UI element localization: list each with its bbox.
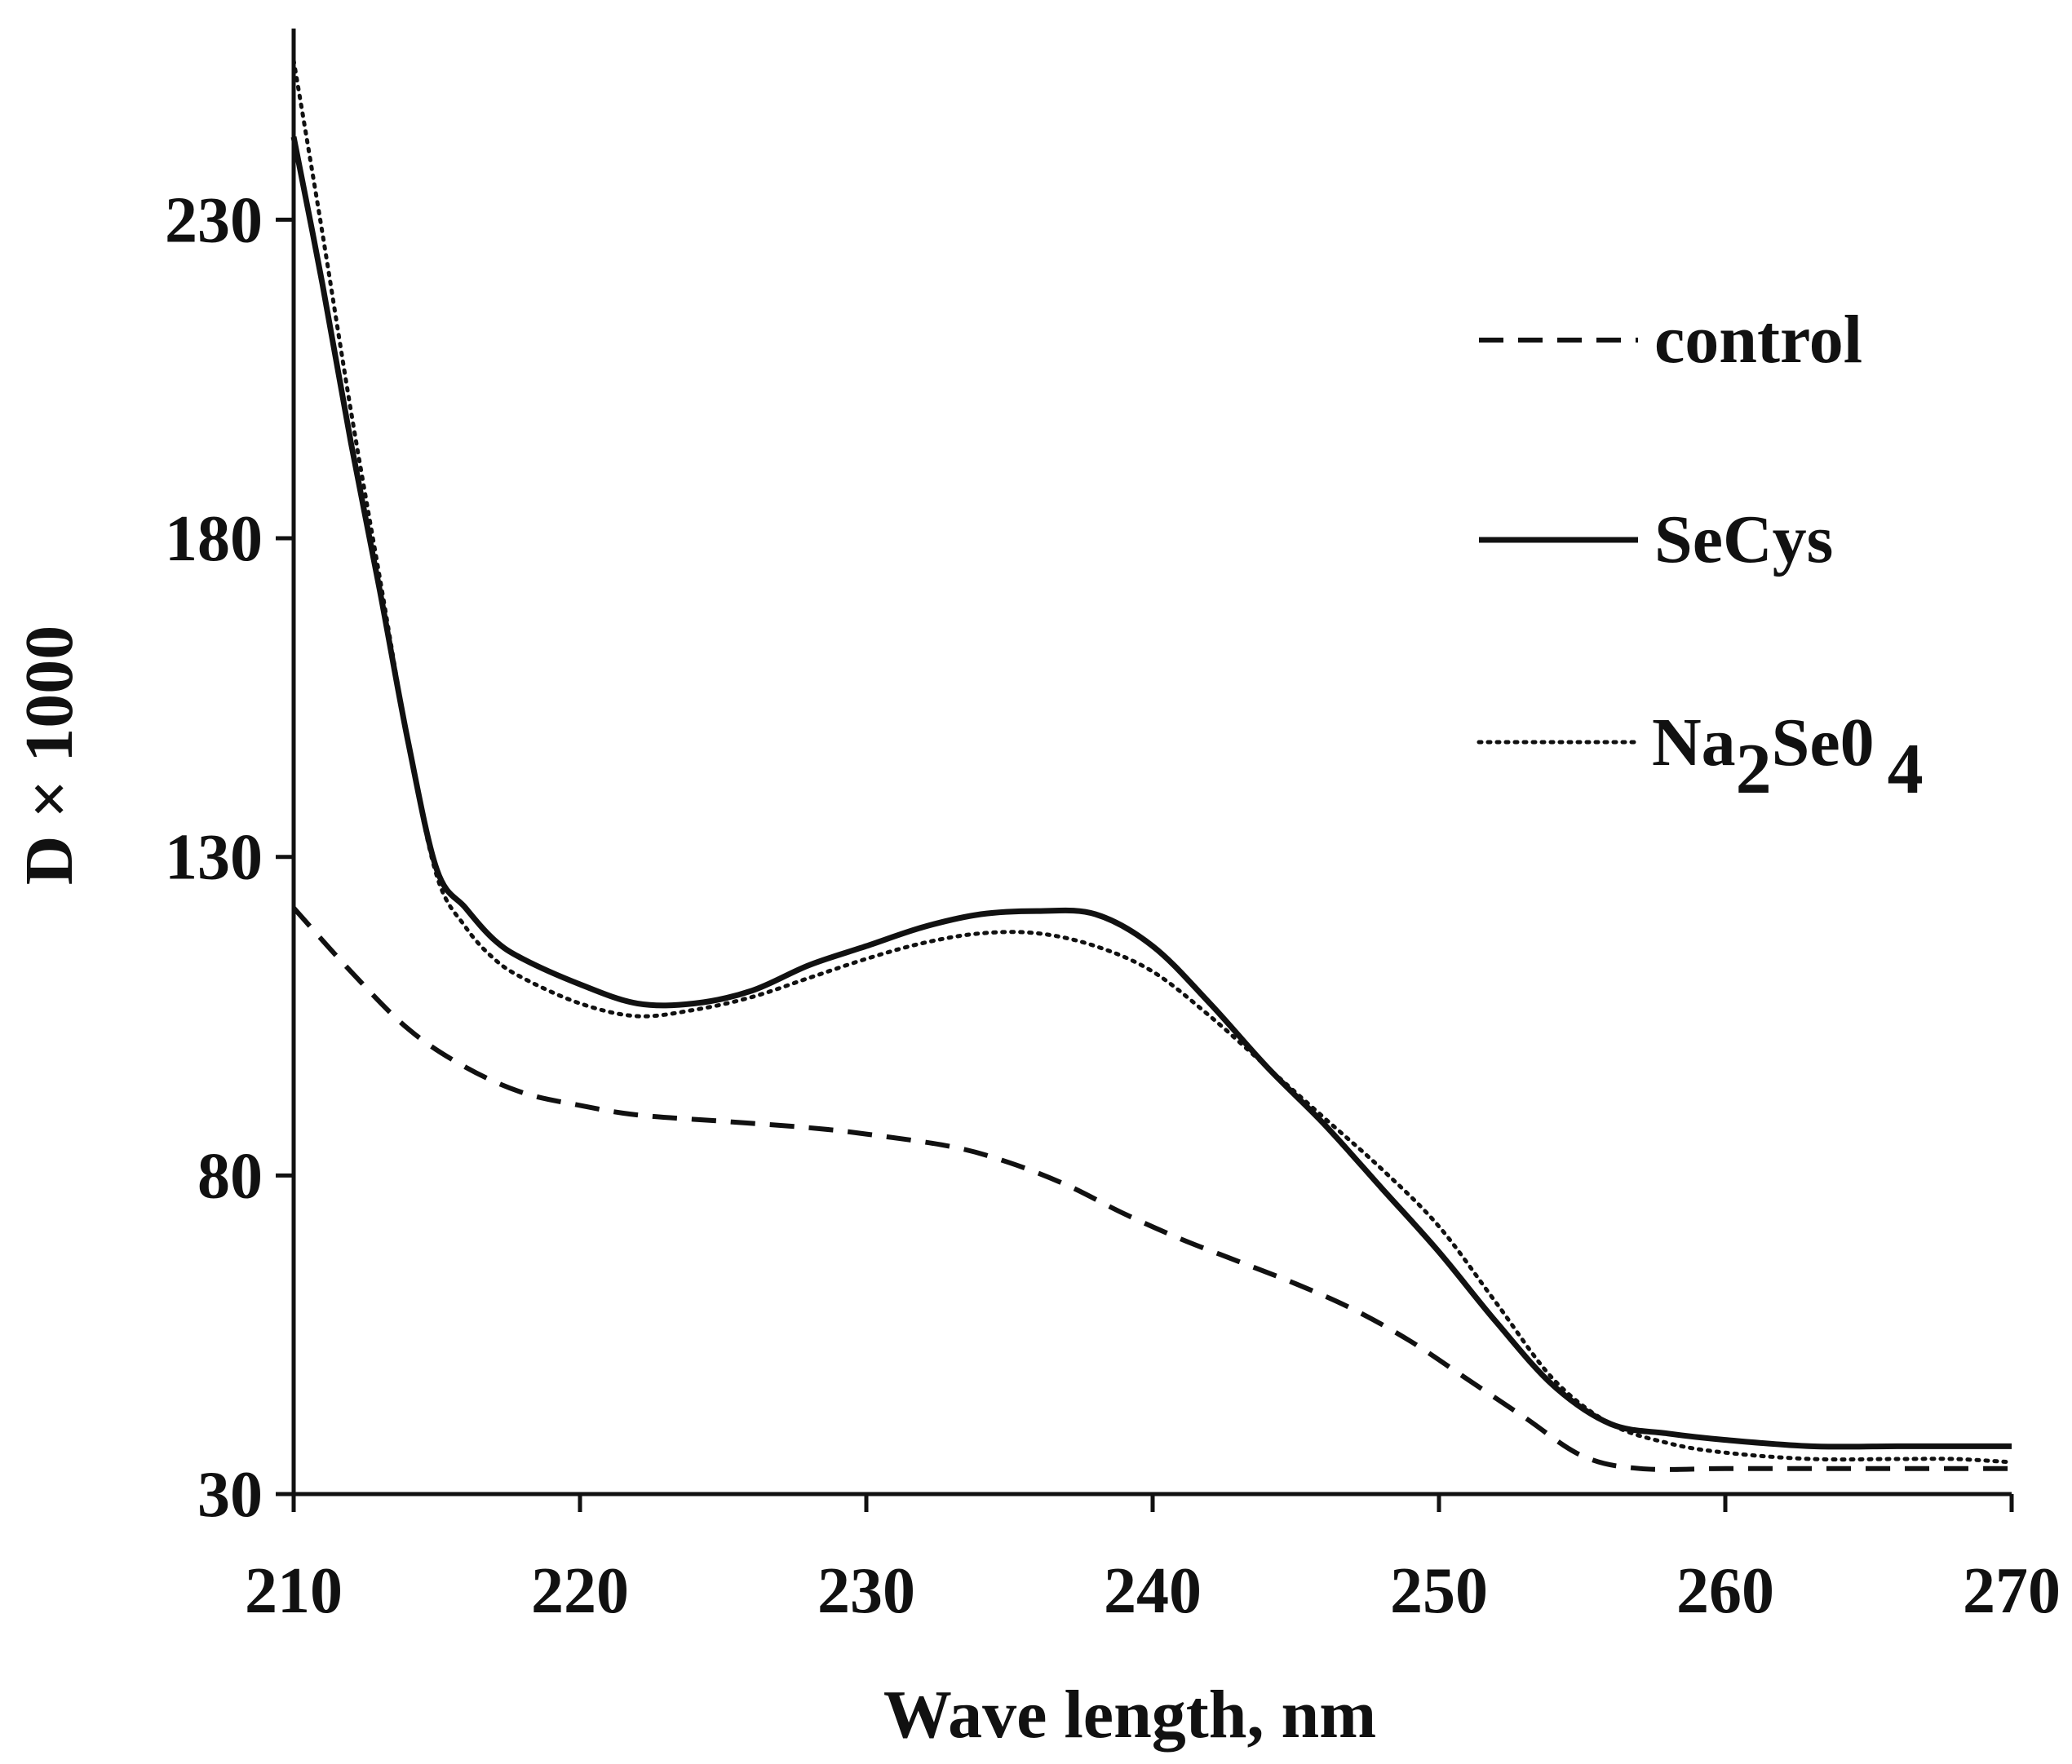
y-ticks: 30 80 130 180 230 bbox=[165, 184, 294, 1531]
y-tick-label: 180 bbox=[165, 503, 263, 575]
legend-label-na2seo4: Na2Se0 4 bbox=[1652, 705, 1924, 809]
legend: control SeCys Na2Se0 4 bbox=[1477, 302, 1924, 809]
x-tick-label: 250 bbox=[1390, 1555, 1488, 1627]
legend-na2seo4-mid: Se0 bbox=[1772, 705, 1875, 780]
legend-label-secys: SeCys bbox=[1654, 502, 1833, 577]
x-tick-label: 210 bbox=[245, 1555, 343, 1627]
series-layer bbox=[290, 58, 2014, 1472]
y-tick-label: 130 bbox=[165, 822, 263, 894]
legend-na2seo4-base: Na bbox=[1652, 705, 1736, 780]
y-tick-label: 30 bbox=[197, 1459, 263, 1531]
x-tick-label: 260 bbox=[1676, 1555, 1774, 1627]
x-tick-label: 240 bbox=[1104, 1555, 1202, 1627]
legend-na2seo4-sub1: 2 bbox=[1736, 730, 1772, 809]
x-tick-label: 270 bbox=[1963, 1555, 2061, 1627]
y-tick-label: 230 bbox=[165, 184, 263, 256]
series-line-na2se04 bbox=[291, 58, 2014, 1465]
x-tick-label: 220 bbox=[531, 1555, 629, 1627]
x-axis-title: Wave length, nm bbox=[883, 1677, 1376, 1753]
legend-label-control: control bbox=[1654, 302, 1862, 378]
x-ticks: 210 220 230 240 250 260 270 bbox=[245, 1494, 2061, 1627]
legend-na2seo4-sub2: 4 bbox=[1888, 730, 1924, 809]
y-axis-title: D × 1000 bbox=[11, 626, 87, 886]
series-line-control bbox=[291, 906, 2012, 1472]
x-tick-label: 230 bbox=[817, 1555, 915, 1627]
y-tick-label: 80 bbox=[197, 1140, 263, 1212]
